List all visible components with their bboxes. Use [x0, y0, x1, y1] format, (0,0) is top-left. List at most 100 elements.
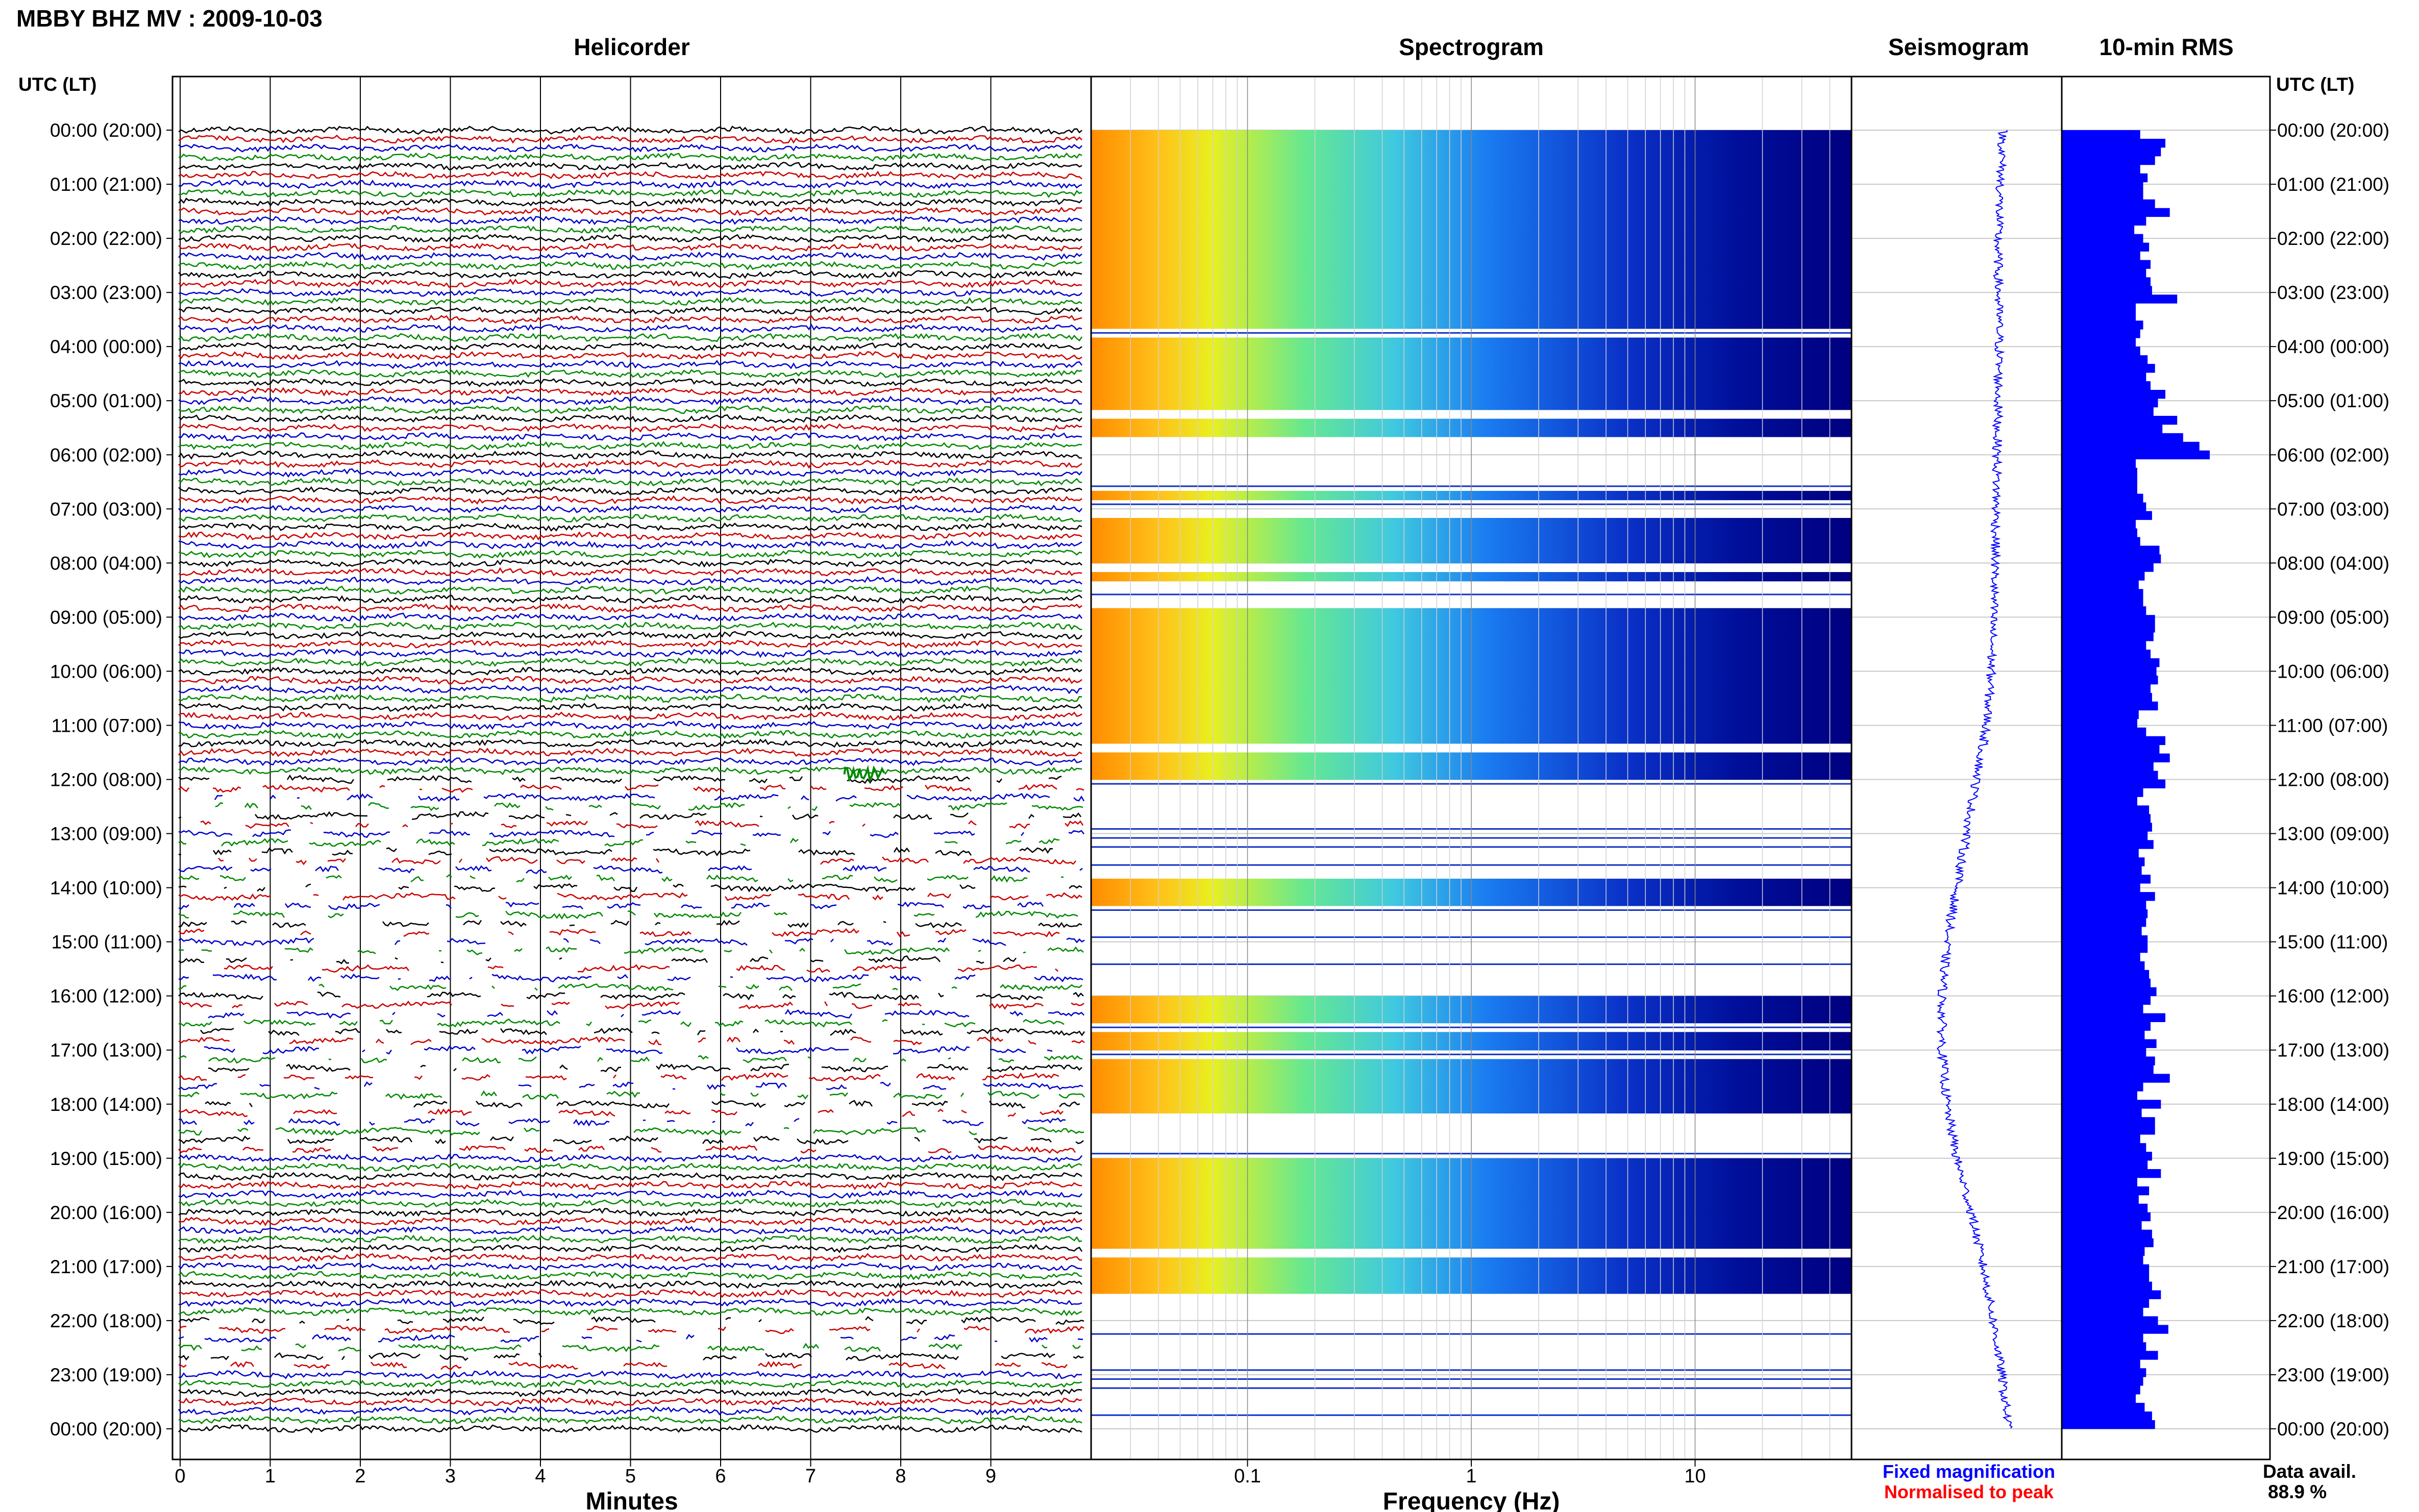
- helicorder-trace: [178, 657, 1082, 667]
- time-label-right: 00:00 (20:00): [2277, 120, 2389, 141]
- helicorder-trace: [178, 234, 1082, 243]
- helicorder-trace: [178, 522, 1082, 532]
- helicorder-trace: [178, 279, 1082, 288]
- time-label-left: 20:00 (16:00): [50, 1202, 162, 1223]
- rms-bar: [2062, 208, 2170, 217]
- minute-tick-label: 1: [265, 1466, 276, 1487]
- rms-bar: [2062, 883, 2140, 893]
- rms-bar: [2062, 338, 2136, 347]
- helicorder-trace: [178, 666, 1082, 676]
- helicorder-trace: [178, 685, 1082, 695]
- time-label-left: 05:00 (01:00): [50, 390, 162, 411]
- rms-bar: [2062, 190, 2143, 200]
- rms-bar: [2062, 606, 2146, 615]
- helicorder-trace: [178, 332, 1083, 342]
- rms-bar: [2062, 390, 2165, 399]
- helicorder-trace: [178, 649, 1082, 658]
- rms-bar: [2062, 1004, 2143, 1013]
- seismogram-frame: [1850, 76, 2063, 1460]
- rms-bar: [2062, 415, 2178, 425]
- time-label-right: 11:00 (07:00): [2277, 715, 2388, 736]
- rms-bar: [2062, 1351, 2158, 1360]
- helicorder-trace: [178, 1424, 1082, 1434]
- helicorder-trace: [200, 820, 1084, 829]
- helicorder-trace: [178, 920, 1082, 928]
- helicorder-trace: [178, 134, 1082, 144]
- helicorder-trace: [178, 991, 1084, 1001]
- rms-bar: [2062, 1377, 2143, 1386]
- helicorder-trace: [178, 1081, 1083, 1090]
- rms-bar: [2062, 901, 2146, 910]
- rms-bar: [2062, 745, 2160, 754]
- rms-bar: [2062, 814, 2151, 823]
- time-label-right: 23:00 (19:00): [2277, 1365, 2389, 1385]
- helicorder-trace: [178, 748, 1082, 757]
- rms-bar: [2062, 251, 2140, 260]
- minute-tick-label: 7: [805, 1466, 816, 1487]
- helicorder-trace: [178, 676, 1082, 685]
- helicorder-trace: [178, 351, 1082, 360]
- minute-tick-label: 3: [445, 1466, 456, 1487]
- rms-bar: [2062, 459, 2136, 468]
- helicorder-trace: [178, 864, 1083, 874]
- rms-bar: [2062, 1420, 2155, 1429]
- rms-bar: [2062, 1325, 2168, 1334]
- rms-bar: [2062, 849, 2139, 858]
- helicorder-trace: [178, 188, 1082, 199]
- helicorder-trace: [178, 874, 1064, 883]
- helicorder-trace: [178, 1000, 1084, 1010]
- rms-bar: [2062, 355, 2148, 364]
- helicorder-trace: [178, 1397, 1082, 1406]
- rms-bar: [2062, 1091, 2137, 1100]
- rms-bar: [2062, 1385, 2140, 1395]
- helicorder-trace: [178, 612, 1083, 622]
- helicorder-trace: [178, 1153, 1082, 1163]
- helicorder-trace: [178, 693, 1082, 703]
- rms-bar: [2062, 987, 2157, 997]
- frequency-tick-label: 1: [1466, 1466, 1476, 1487]
- helicorder-trace: [178, 423, 1082, 433]
- helicorder-trace: [179, 1018, 1065, 1028]
- rms-bar: [2062, 944, 2148, 953]
- helicorder-trace: [178, 1370, 1082, 1380]
- rms-bar: [2062, 537, 2140, 546]
- utc-label-left: UTC (LT): [18, 74, 96, 95]
- rms-bar: [2062, 1108, 2142, 1118]
- time-label-right: 04:00 (00:00): [2277, 336, 2389, 357]
- time-label-left: 07:00 (03:00): [50, 499, 162, 519]
- rms-bar: [2062, 1264, 2150, 1273]
- legend-fixed-magnification: Fixed magnification: [1883, 1461, 2055, 1482]
- helicorder-trace: [178, 937, 1085, 947]
- time-label-left: 13:00 (09:00): [50, 824, 162, 845]
- rms-bar: [2062, 1273, 2150, 1282]
- helicorder-trace: [178, 1189, 1082, 1199]
- minute-tick-label: 5: [625, 1466, 636, 1487]
- helicorder-trace: [178, 197, 1082, 207]
- rms-bar: [2062, 1048, 2146, 1057]
- time-label-right: 20:00 (16:00): [2277, 1202, 2389, 1223]
- rms-panel: [2062, 130, 2210, 1429]
- helicorder-trace: [218, 856, 1076, 865]
- rms-bar: [2062, 918, 2146, 927]
- rms-bar: [2062, 476, 2137, 486]
- rms-bar: [2062, 312, 2136, 321]
- rms-bar: [2062, 857, 2145, 866]
- helicorder-trace: [178, 405, 1082, 414]
- helicorder-trace: [178, 1180, 1082, 1191]
- rms-bar: [2062, 268, 2146, 278]
- time-label-right: 01:00 (21:00): [2277, 174, 2389, 195]
- helicorder-trace: [178, 467, 1082, 478]
- helicorder-trace: [178, 414, 1082, 424]
- helicorder-trace: [178, 910, 1078, 920]
- helicorder-trace: [178, 143, 1082, 153]
- time-label-left: 10:00 (06:00): [50, 661, 162, 682]
- helicorder-trace: [178, 1172, 1082, 1181]
- rms-bar: [2062, 589, 2143, 598]
- time-label-right: 15:00 (11:00): [2277, 932, 2388, 953]
- helicorder-trace: [178, 1325, 1084, 1334]
- data-avail-label: Data avail.: [2263, 1461, 2356, 1482]
- helicorder-trace: [178, 837, 1060, 847]
- time-label-left: 19:00 (15:00): [50, 1148, 162, 1169]
- spectrogram-panel: [1091, 77, 1852, 1459]
- time-label-left: 21:00 (17:00): [50, 1256, 162, 1277]
